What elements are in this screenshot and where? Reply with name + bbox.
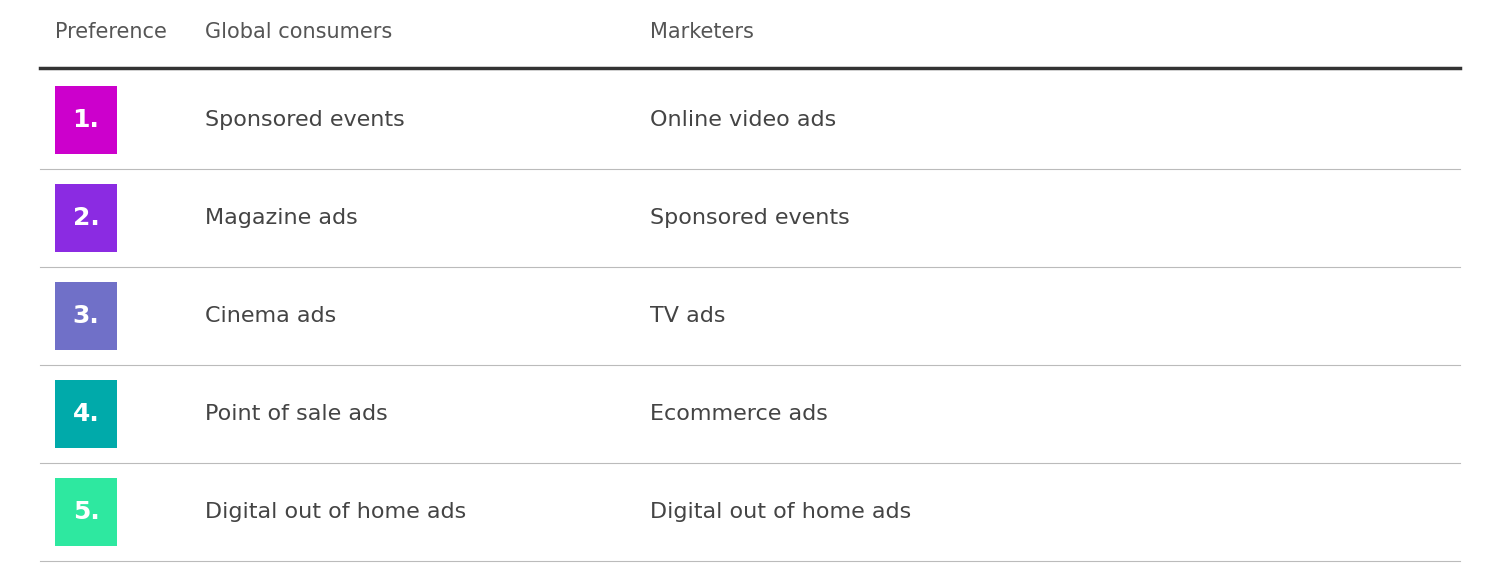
Text: Online video ads: Online video ads (650, 110, 837, 130)
Text: 2.: 2. (72, 206, 99, 230)
Text: 3.: 3. (72, 304, 99, 328)
FancyBboxPatch shape (56, 380, 117, 448)
Text: Cinema ads: Cinema ads (206, 306, 336, 326)
Text: 5.: 5. (72, 500, 99, 524)
Text: Point of sale ads: Point of sale ads (206, 404, 387, 424)
Text: 1.: 1. (72, 108, 99, 132)
FancyBboxPatch shape (56, 86, 117, 154)
Text: Preference: Preference (56, 22, 166, 42)
FancyBboxPatch shape (56, 184, 117, 252)
Text: 4.: 4. (72, 402, 99, 426)
Text: Sponsored events: Sponsored events (650, 208, 849, 228)
Text: Digital out of home ads: Digital out of home ads (206, 502, 466, 522)
Text: Global consumers: Global consumers (206, 22, 393, 42)
Text: Magazine ads: Magazine ads (206, 208, 357, 228)
Text: Sponsored events: Sponsored events (206, 110, 405, 130)
FancyBboxPatch shape (56, 478, 117, 546)
Text: TV ads: TV ads (650, 306, 726, 326)
Text: Ecommerce ads: Ecommerce ads (650, 404, 828, 424)
FancyBboxPatch shape (56, 282, 117, 350)
Text: Marketers: Marketers (650, 22, 754, 42)
Text: Digital out of home ads: Digital out of home ads (650, 502, 910, 522)
